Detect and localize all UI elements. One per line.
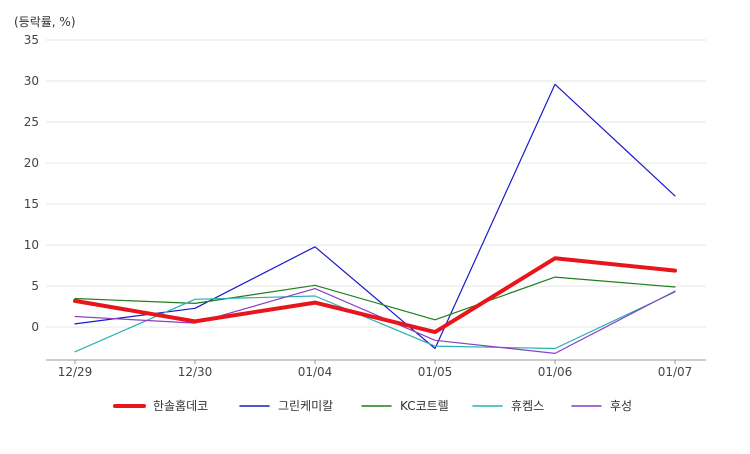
legend-label: KC코트렐 — [400, 399, 449, 413]
grid-lines — [46, 39, 706, 328]
y-axis-ticks: 0 5 10 15 20 25 30 35 — [24, 33, 39, 334]
legend-label: 휴켐스 — [511, 399, 544, 413]
legend-label: 후성 — [610, 399, 632, 413]
y-tick-label: 0 — [31, 320, 39, 334]
x-tick-label: 01/04 — [298, 365, 333, 379]
series-line-휴켐스 — [74, 291, 676, 353]
y-tick-label: 20 — [24, 156, 39, 170]
series-line-한솔홈데코 — [73, 256, 677, 335]
x-tick-label: 12/30 — [178, 365, 213, 379]
y-tick-label: 15 — [24, 197, 39, 211]
x-tick-label: 01/07 — [658, 365, 693, 379]
y-unit-label: (등락률, %) — [14, 15, 76, 29]
legend-label: 그린케미칼 — [278, 399, 333, 413]
y-tick-label: 5 — [31, 279, 39, 293]
series-lines — [73, 83, 677, 354]
y-tick-label: 25 — [24, 115, 39, 129]
series-line-KC코트렐 — [74, 276, 676, 321]
legend: 한솔홈데코 그린케미칼 KC코트렐 휴켐스 후성 — [113, 399, 632, 413]
y-tick-label: 10 — [24, 238, 39, 252]
x-tick-label: 01/05 — [418, 365, 453, 379]
series-line-후성 — [74, 288, 676, 354]
y-tick-label: 30 — [24, 74, 39, 88]
series-line-그린케미칼 — [74, 83, 676, 350]
x-tick-label: 12/29 — [58, 365, 93, 379]
x-axis-ticks: 12/29 12/30 01/04 01/05 01/06 01/07 — [58, 360, 693, 379]
y-tick-label: 35 — [24, 33, 39, 47]
legend-label: 한솔홈데코 — [153, 399, 208, 413]
x-tick-label: 01/06 — [538, 365, 573, 379]
